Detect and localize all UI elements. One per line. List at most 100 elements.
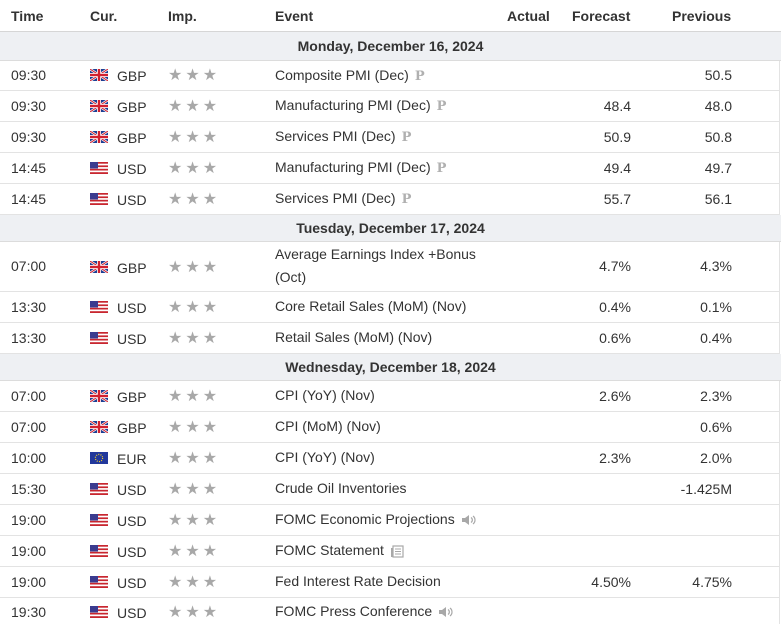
speaker-icon[interactable] [438,605,454,619]
importance-stars: ★★★ [168,160,221,177]
currency-code: USD [117,605,147,621]
event-name[interactable]: CPI (YoY) (Nov) [275,387,375,403]
preliminary-badge: P [401,130,412,145]
table-row[interactable]: 09:30 GBP ★★★ Manufacturing PMI (Dec) P 4… [0,91,780,122]
header-importance[interactable]: Imp. [168,8,197,24]
event-link[interactable]: Composite PMI (Dec) [275,67,409,83]
forecast-value: 4.7% [599,258,631,274]
header-actual[interactable]: Actual [507,8,550,24]
event-name[interactable]: Retail Sales (MoM) (Nov) [275,329,433,345]
importance-stars: ★★★ [168,543,221,560]
currency-code: EUR [117,451,147,467]
header-event[interactable]: Event [275,8,314,24]
event-link[interactable]: FOMC Statement [275,542,384,558]
previous-value: 49.7 [704,160,732,176]
importance-stars: ★★★ [168,419,221,436]
table-row[interactable]: 19:00 USD ★★★ FOMC Statement [0,536,780,567]
table-header: Time Cur. Imp. Event Actual Forecast Pre… [0,0,781,32]
importance-stars: ★★★ [168,299,221,316]
event-name[interactable]: FOMC Economic Projections [275,511,477,527]
header-previous[interactable]: Previous [672,8,732,24]
event-name[interactable]: Composite PMI (Dec) P [275,67,425,84]
us-flag-icon [90,193,108,205]
table-row[interactable]: 19:30 USD ★★★ FOMC Press Conference [0,598,780,624]
us-flag-icon [90,606,108,618]
document-icon[interactable] [390,545,404,558]
header-forecast[interactable]: Forecast [572,8,631,24]
event-time: 13:30 [11,299,47,315]
event-name[interactable]: Services PMI (Dec) P [275,190,411,207]
previous-value: 0.4% [700,330,732,346]
forecast-value: 2.6% [599,388,631,404]
importance-stars: ★★★ [168,98,221,115]
event-time: 14:45 [11,191,47,207]
table-row[interactable]: 07:00 GBP ★★★ CPI (MoM) (Nov) 0.6% [0,412,780,443]
currency-code: USD [117,513,147,529]
forecast-value: 55.7 [603,191,631,207]
importance-stars: ★★★ [168,191,221,208]
event-time: 15:30 [11,481,47,497]
header-currency[interactable]: Cur. [90,8,118,24]
importance-stars: ★★★ [168,512,221,529]
table-row[interactable]: 09:30 GBP ★★★ Services PMI (Dec) P 50.9 5… [0,122,780,153]
table-row[interactable]: 07:00 GBP ★★★ CPI (YoY) (Nov) 2.6% 2.3% [0,381,780,412]
currency-code: GBP [117,389,147,405]
previous-value: 50.5 [704,67,732,83]
importance-stars: ★★★ [168,67,221,84]
importance-stars: ★★★ [168,574,221,591]
us-flag-icon [90,483,108,495]
event-name[interactable]: CPI (YoY) (Nov) [275,449,375,465]
previous-value: 0.1% [700,299,732,315]
table-row[interactable]: 14:45 USD ★★★ Services PMI (Dec) P 55.7 5… [0,184,780,215]
event-link[interactable]: Services PMI (Dec) [275,128,396,144]
forecast-value: 4.50% [591,574,631,590]
event-name[interactable]: CPI (MoM) (Nov) [275,418,381,434]
event-link[interactable]: Manufacturing PMI (Dec) [275,97,431,113]
importance-stars: ★★★ [168,388,221,405]
previous-value: 48.0 [704,98,732,114]
event-link-line1[interactable]: Average Earnings Index +Bonus [275,246,476,262]
forecast-value: 0.4% [599,299,631,315]
gb-flag-icon [90,421,108,433]
us-flag-icon [90,514,108,526]
event-name[interactable]: Core Retail Sales (MoM) (Nov) [275,298,467,314]
event-link[interactable]: FOMC Economic Projections [275,511,455,527]
event-link[interactable]: FOMC Press Conference [275,603,433,619]
event-name[interactable]: Services PMI (Dec) P [275,128,411,145]
currency-code: USD [117,544,147,560]
table-row[interactable]: 19:00 USD ★★★ FOMC Economic Projections [0,505,780,536]
event-name[interactable]: Manufacturing PMI (Dec) P [275,97,446,114]
event-name[interactable]: Manufacturing PMI (Dec) P [275,159,446,176]
event-name[interactable]: FOMC Statement [275,542,404,558]
importance-stars: ★★★ [168,481,221,498]
event-name[interactable]: Crude Oil Inventories [275,480,407,496]
importance-stars: ★★★ [168,450,221,467]
event-link[interactable]: Services PMI (Dec) [275,190,396,206]
event-name[interactable]: Fed Interest Rate Decision [275,573,441,589]
event-name[interactable]: FOMC Press Conference [275,603,454,619]
forecast-value: 2.3% [599,450,631,466]
us-flag-icon [90,545,108,557]
header-time[interactable]: Time [11,8,44,24]
preliminary-badge: P [401,192,412,207]
event-time: 19:00 [11,543,47,559]
table-row[interactable]: 14:45 USD ★★★ Manufacturing PMI (Dec) P 4… [0,153,780,184]
importance-stars: ★★★ [168,259,221,276]
table-row[interactable]: 13:30 USD ★★★ Retail Sales (MoM) (Nov) 0… [0,323,780,354]
gb-flag-icon [90,69,108,81]
event-time: 09:30 [11,129,47,145]
table-row[interactable]: 13:30 USD ★★★ Core Retail Sales (MoM) (N… [0,292,780,323]
table-row[interactable]: 10:00 EUR ★★★ CPI (YoY) (Nov) 2.3% 2.0% [0,443,780,474]
event-link-line2[interactable]: (Oct) [275,269,307,285]
event-link[interactable]: Manufacturing PMI (Dec) [275,159,431,175]
us-flag-icon [90,162,108,174]
speaker-icon[interactable] [461,513,477,527]
event-time: 19:00 [11,574,47,590]
table-row[interactable]: 15:30 USD ★★★ Crude Oil Inventories -1.4… [0,474,780,505]
table-row[interactable]: 19:00 USD ★★★ Fed Interest Rate Decision… [0,567,780,598]
table-row[interactable]: 09:30 GBP ★★★ Composite PMI (Dec) P 50.5 [0,61,780,91]
currency-code: GBP [117,260,147,276]
table-row[interactable]: 07:00 GBP ★★★ Average Earnings Index +Bo… [0,242,780,292]
event-name[interactable]: Average Earnings Index +Bonus (Oct) [275,243,476,289]
